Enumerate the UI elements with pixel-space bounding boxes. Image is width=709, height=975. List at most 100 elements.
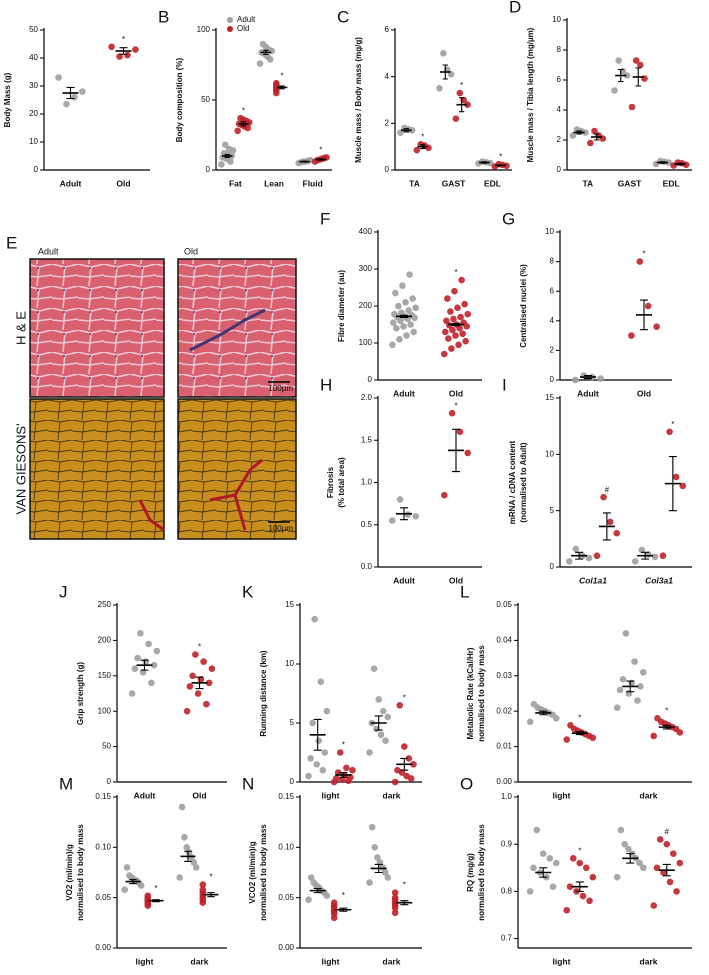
y-axis-label: Grip strength (g) xyxy=(76,662,85,725)
data-point xyxy=(396,702,404,709)
data-point xyxy=(221,141,229,149)
data-point xyxy=(396,496,404,503)
significance-marker: # xyxy=(605,485,610,494)
data-point xyxy=(539,850,547,857)
significance-marker: * xyxy=(122,35,125,44)
column-label: Adult xyxy=(38,246,59,256)
data-point xyxy=(63,100,70,108)
y-tick-label: 0.00 xyxy=(278,943,294,952)
x-tick-label: TA xyxy=(409,178,420,188)
y-tick-label: 0.0 xyxy=(361,562,373,571)
y-tick-label: 0.01 xyxy=(496,742,512,751)
panel-letter: E xyxy=(6,233,17,252)
error-bar xyxy=(626,853,635,864)
error-bar xyxy=(584,375,592,380)
error-bar xyxy=(152,899,160,903)
data-point xyxy=(569,855,577,862)
legend-swatch xyxy=(227,17,233,23)
significance-marker: * xyxy=(198,643,201,652)
significance-marker: # xyxy=(665,828,670,837)
y-tick-label: 10 xyxy=(552,15,561,24)
data-point xyxy=(410,328,417,336)
error-bar xyxy=(575,881,584,892)
data-point xyxy=(464,449,472,457)
data-point xyxy=(305,896,312,903)
data-point xyxy=(679,482,687,490)
data-point xyxy=(636,258,644,265)
data-point xyxy=(405,307,412,314)
significance-marker: * xyxy=(578,713,581,722)
data-point xyxy=(199,886,207,893)
significance-marker: * xyxy=(421,132,424,141)
data-point xyxy=(448,345,455,352)
x-tick-label: Fat xyxy=(229,178,242,188)
scale-label: 100µm xyxy=(268,524,293,533)
data-point xyxy=(405,755,413,762)
x-tick-label: Adult xyxy=(60,178,82,188)
data-point xyxy=(389,517,396,524)
y-axis-label: Fibre diameter (au) xyxy=(337,270,346,342)
data-point xyxy=(569,132,577,139)
data-point xyxy=(307,755,314,762)
data-point xyxy=(315,737,323,744)
data-point xyxy=(572,545,580,553)
x-tick-label: Adult xyxy=(134,790,156,800)
y-tick-label: 5 xyxy=(550,506,555,515)
y-tick-label: 250 xyxy=(98,600,112,609)
data-point xyxy=(412,304,420,312)
y-tick-label: 100 xyxy=(98,706,112,715)
data-point xyxy=(637,683,644,690)
data-point xyxy=(669,850,677,857)
significance-marker: * xyxy=(319,146,322,155)
significance-marker: * xyxy=(578,846,581,855)
error-bar xyxy=(129,878,137,885)
error-bar xyxy=(575,731,584,736)
image-panel-e: E Adult Old H & E VAN GIESONS' 100µm 100… xyxy=(6,233,297,540)
data-point xyxy=(401,743,408,750)
y-tick-label: 10 xyxy=(545,227,554,236)
y-tick-label: 1.0 xyxy=(361,478,373,487)
data-point xyxy=(395,302,402,310)
error-bar xyxy=(602,512,611,541)
significance-marker: * xyxy=(454,401,457,410)
y-tick-label: 0.15 xyxy=(278,792,294,801)
error-bar xyxy=(339,772,348,778)
chart: K 0 5 10 15 Running distance (km) light dark * * xyxy=(242,582,422,800)
panel-letter: L xyxy=(460,582,469,601)
data-point xyxy=(443,317,450,325)
significance-marker: * xyxy=(665,706,668,715)
data-point xyxy=(116,53,123,60)
data-point xyxy=(566,883,574,890)
data-point xyxy=(659,552,667,560)
y-tick-label: 0 xyxy=(368,375,373,384)
y-tick-label: 0 xyxy=(557,165,562,174)
data-point xyxy=(313,761,320,768)
chart: J 0 50 100 150 200 250 Grip strength (g) Adult Ol… xyxy=(59,582,227,800)
y-tick-label: 10 xyxy=(545,449,554,458)
y-tick-label: 0 xyxy=(206,165,211,174)
data-point xyxy=(526,718,534,726)
data-point xyxy=(666,878,674,886)
data-point xyxy=(641,75,648,82)
data-point xyxy=(616,686,624,694)
data-point xyxy=(673,888,680,895)
data-point xyxy=(451,287,458,295)
panel-letter: N xyxy=(242,774,254,793)
y-tick-label: 10 xyxy=(285,659,294,668)
significance-marker: * xyxy=(671,420,674,429)
data-point xyxy=(597,375,604,382)
data-point xyxy=(413,146,421,154)
y-tick-label: 0.7 xyxy=(501,934,513,943)
chart: B 0 50 100 Body composition (%) Fat Lean Fluid *… xyxy=(158,7,332,188)
x-tick-label: Lean xyxy=(264,178,284,188)
y-tick-label: 50 xyxy=(201,95,210,104)
data-point xyxy=(625,845,632,853)
data-point xyxy=(237,114,244,122)
data-point xyxy=(199,881,207,888)
y-axis-label: Body Mass (g) xyxy=(3,72,12,127)
data-point xyxy=(384,713,392,721)
data-point xyxy=(450,315,457,323)
data-point xyxy=(586,897,593,905)
data-point xyxy=(448,409,456,417)
data-point xyxy=(389,341,396,349)
